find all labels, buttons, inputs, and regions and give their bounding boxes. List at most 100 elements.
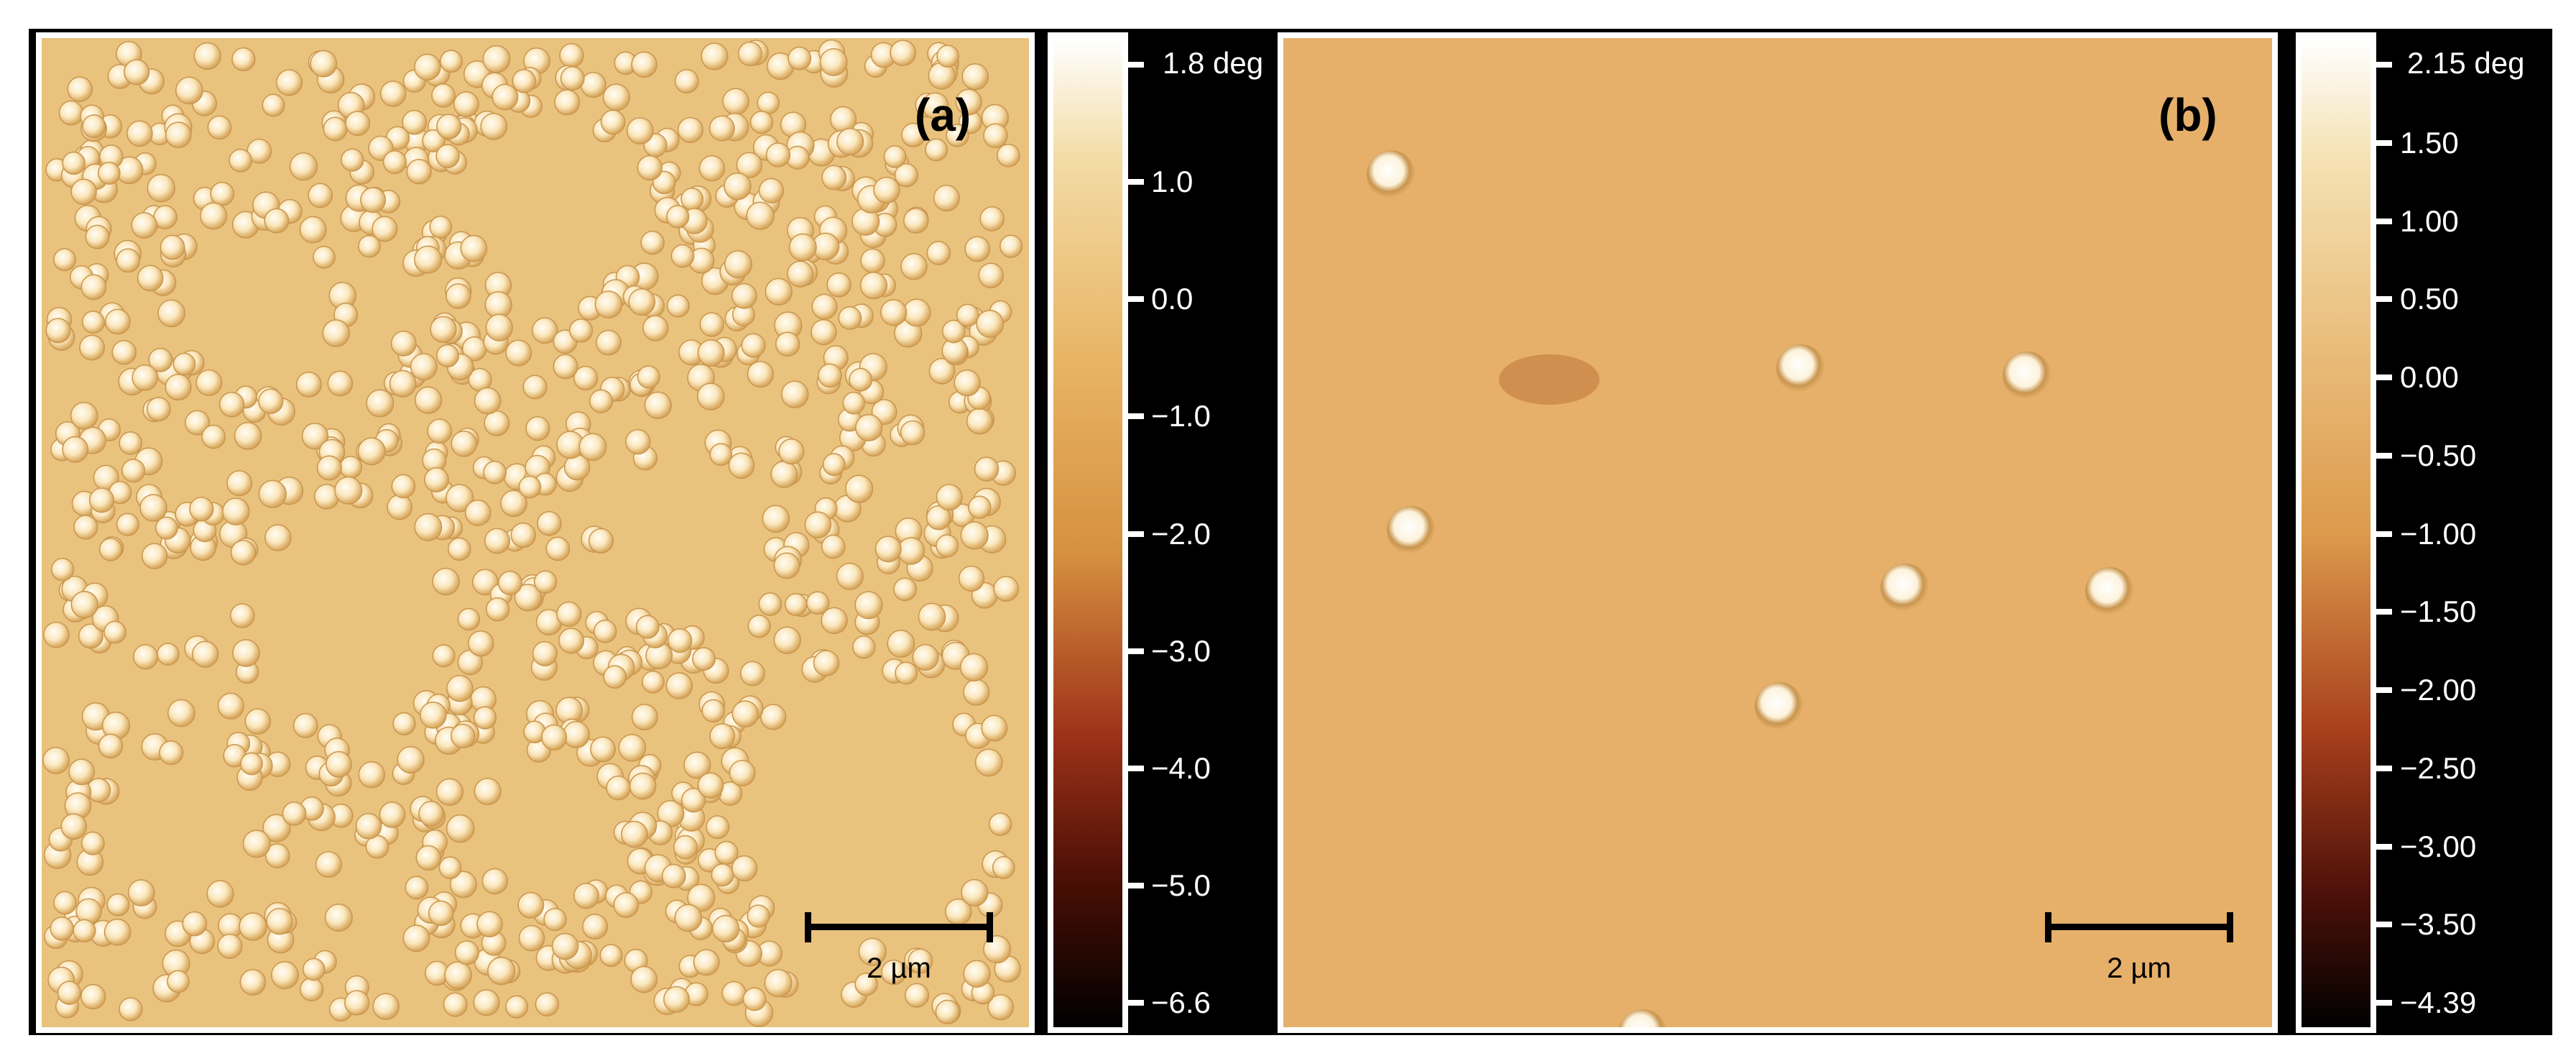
particle [131, 212, 158, 239]
particle [859, 272, 888, 300]
particle [487, 957, 516, 986]
particle [729, 759, 756, 786]
particle [345, 111, 371, 137]
particle [443, 992, 468, 1017]
particle [428, 900, 454, 927]
particle [322, 319, 350, 347]
particle [103, 620, 126, 644]
particle [600, 109, 626, 135]
particle [921, 92, 949, 119]
particle [925, 138, 948, 162]
particle [554, 89, 581, 116]
particle [62, 436, 89, 463]
colorbar-b-tick-mark [2376, 62, 2392, 68]
particle [512, 69, 537, 93]
colorbar-b [2296, 32, 2376, 1033]
particle [137, 265, 164, 292]
particle [295, 371, 322, 398]
particle [1367, 150, 1416, 199]
colorbar-b-tick-mark [2376, 375, 2392, 380]
colorbar-a-tick-label: −1.0 [1151, 399, 1211, 433]
particle [935, 999, 960, 1024]
particle [961, 63, 989, 91]
particle [683, 751, 711, 779]
particle [432, 644, 456, 668]
particle [405, 876, 429, 900]
colorbar-a-tick-label: −3.0 [1151, 633, 1211, 668]
particle [300, 977, 324, 1002]
particle [226, 470, 253, 497]
panel-label-b: (b) [2159, 89, 2217, 141]
particle [264, 208, 290, 234]
particle [993, 576, 1020, 602]
particle [674, 69, 699, 94]
particle [299, 216, 327, 244]
particle [936, 534, 959, 558]
particle [966, 408, 993, 435]
particle [42, 746, 70, 774]
particle [594, 290, 623, 318]
particle [788, 46, 812, 70]
particle [391, 474, 416, 499]
particle [431, 83, 456, 108]
particle [1755, 682, 1804, 731]
particle [737, 41, 763, 67]
particle [427, 418, 453, 444]
particle [73, 515, 98, 540]
colorbar-b-tick-mark [2376, 765, 2392, 771]
particle [485, 313, 513, 341]
particle [510, 522, 536, 548]
particle [473, 989, 500, 1016]
particle [739, 661, 765, 686]
particle [926, 241, 951, 265]
particle [582, 914, 609, 940]
particle [50, 917, 74, 941]
particle [88, 487, 115, 513]
colorbar-a-max-label: 1.8 deg [1163, 46, 1264, 80]
particle [680, 188, 704, 211]
particle [80, 274, 107, 300]
particle [339, 456, 363, 479]
particle [811, 318, 837, 346]
scale-bar-cap-right [987, 912, 993, 942]
particle [955, 88, 982, 116]
particle [497, 571, 522, 595]
particle [573, 365, 599, 391]
particle [936, 45, 959, 68]
colorbar-a-tick-mark [1128, 179, 1144, 185]
particle [778, 438, 805, 465]
particle [959, 653, 989, 681]
particle [392, 712, 416, 736]
particle [661, 863, 686, 888]
particle [70, 178, 97, 206]
particle [148, 347, 173, 372]
particle [189, 497, 214, 522]
particle [271, 961, 299, 989]
particle [836, 562, 864, 590]
particle [315, 850, 342, 878]
particle [978, 262, 1004, 289]
particle [78, 623, 103, 649]
particle [900, 420, 925, 446]
particle [826, 272, 851, 298]
particle [165, 121, 192, 148]
particle [172, 352, 196, 376]
particle [697, 772, 724, 799]
particle [543, 907, 567, 932]
particle [838, 306, 862, 330]
particle [954, 369, 981, 397]
particle [244, 708, 272, 735]
particle [746, 201, 775, 230]
particle [387, 494, 413, 520]
particle [323, 116, 348, 142]
particle [222, 497, 250, 525]
particle [467, 630, 494, 657]
particle [709, 723, 736, 750]
particle [709, 443, 733, 467]
particle [697, 339, 725, 367]
particle [126, 120, 153, 147]
colorbar-a-tick-mark [1128, 882, 1144, 888]
particle [855, 413, 883, 442]
particle [139, 494, 167, 522]
particle [79, 334, 106, 361]
